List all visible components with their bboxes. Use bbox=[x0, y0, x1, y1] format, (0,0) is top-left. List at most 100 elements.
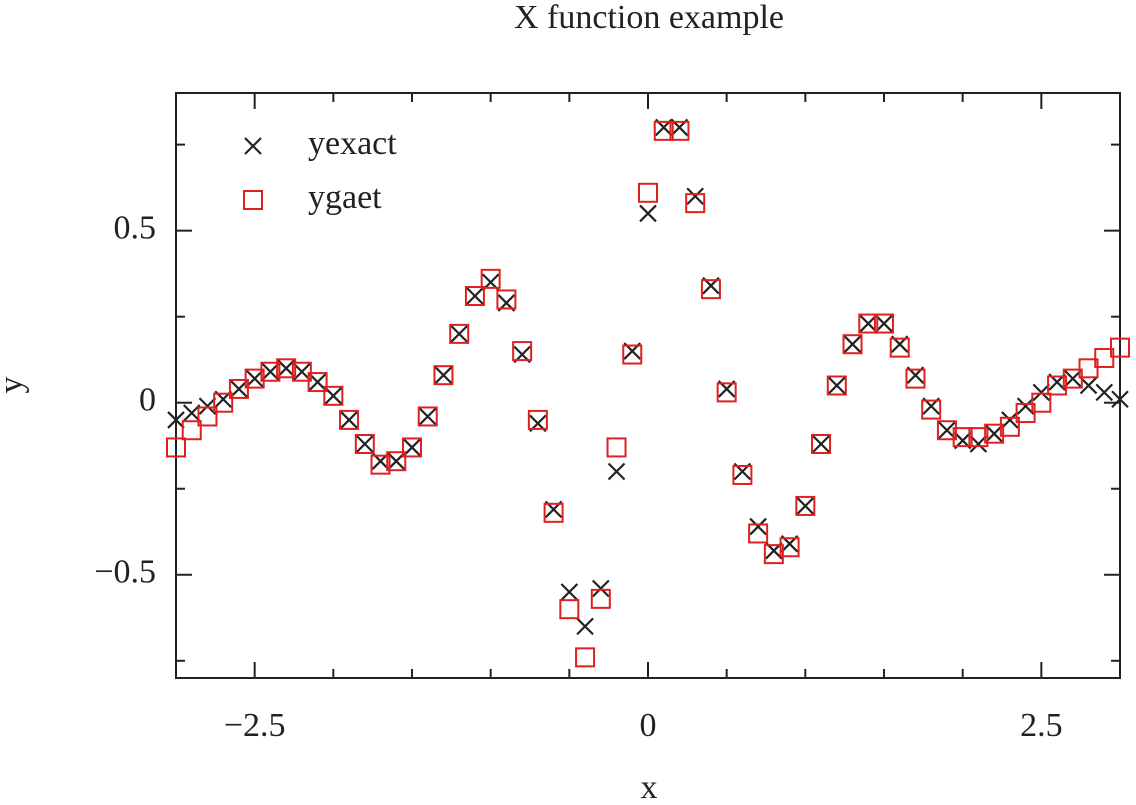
marker-x bbox=[1095, 383, 1114, 402]
marker-square bbox=[874, 313, 894, 334]
marker-square bbox=[197, 406, 218, 427]
marker-x bbox=[592, 579, 610, 598]
marker-square bbox=[1078, 358, 1099, 379]
marker-x bbox=[324, 387, 343, 405]
marker-square bbox=[386, 451, 407, 472]
marker-square bbox=[1094, 347, 1115, 368]
marker-x bbox=[1001, 411, 1019, 429]
x-tick-label: −2.5 bbox=[224, 707, 286, 744]
marker-x bbox=[340, 411, 358, 429]
marker-x bbox=[403, 438, 421, 457]
marker-square bbox=[622, 344, 643, 365]
marker-square bbox=[559, 599, 580, 620]
marker-square bbox=[984, 423, 1005, 444]
marker-x bbox=[450, 325, 468, 343]
marker-square bbox=[354, 434, 375, 454]
marker-x bbox=[245, 369, 264, 388]
marker-x bbox=[938, 421, 956, 440]
marker-square bbox=[1015, 403, 1036, 424]
marker-square bbox=[638, 182, 658, 203]
marker-square bbox=[968, 427, 989, 448]
marker-x bbox=[686, 187, 704, 206]
marker-x bbox=[167, 411, 185, 429]
marker-square bbox=[779, 537, 800, 558]
marker-square bbox=[449, 323, 470, 344]
marker-square bbox=[685, 193, 706, 214]
y-tick-label: 0 bbox=[139, 382, 156, 419]
marker-square bbox=[590, 588, 611, 609]
marker-square bbox=[402, 437, 422, 458]
marker-square bbox=[905, 368, 926, 389]
marker-square bbox=[732, 464, 753, 485]
marker-square bbox=[700, 279, 721, 300]
y-axis-label: y bbox=[0, 377, 30, 394]
marker-square bbox=[244, 368, 265, 389]
marker-x bbox=[261, 362, 280, 381]
marker-square bbox=[842, 334, 863, 355]
marker-x bbox=[466, 287, 484, 305]
marker-square bbox=[921, 399, 942, 420]
marker-square bbox=[1110, 337, 1130, 358]
marker-x bbox=[308, 373, 327, 391]
marker-square bbox=[826, 375, 847, 396]
marker-square bbox=[464, 286, 485, 307]
marker-x bbox=[198, 397, 217, 415]
y-tick-label: 0.5 bbox=[114, 209, 157, 246]
marker-x bbox=[875, 314, 893, 333]
marker-square bbox=[889, 337, 910, 358]
marker-square bbox=[606, 437, 627, 458]
marker-x bbox=[796, 497, 815, 515]
marker-x bbox=[828, 376, 846, 395]
marker-square bbox=[307, 372, 328, 393]
marker-square bbox=[166, 437, 186, 458]
marker-square bbox=[1031, 392, 1052, 413]
x-axis-label: x bbox=[641, 769, 658, 805]
marker-x bbox=[1111, 390, 1129, 409]
marker-square bbox=[527, 409, 548, 430]
marker-square bbox=[999, 416, 1020, 437]
marker-x bbox=[1032, 383, 1051, 402]
marker-square bbox=[936, 420, 957, 441]
marker-square bbox=[370, 454, 391, 475]
marker-x bbox=[639, 204, 657, 223]
marker-square bbox=[1062, 368, 1083, 389]
marker-square bbox=[228, 378, 249, 399]
marker-x bbox=[607, 462, 626, 481]
marker-x bbox=[859, 314, 878, 333]
marker-x bbox=[1064, 369, 1082, 388]
marker-x bbox=[560, 583, 579, 601]
marker-x bbox=[1079, 376, 1098, 395]
marker-x bbox=[985, 424, 1003, 443]
marker-square bbox=[496, 289, 517, 310]
legend-label: ygaet bbox=[308, 179, 382, 216]
marker-square bbox=[748, 523, 769, 544]
marker-square bbox=[952, 427, 973, 448]
marker-square bbox=[512, 341, 533, 362]
y-tick-label: −0.5 bbox=[94, 554, 156, 591]
marker-square bbox=[795, 495, 816, 516]
marker-square bbox=[276, 358, 297, 379]
marker-square bbox=[480, 268, 501, 289]
legend-marker bbox=[244, 137, 262, 155]
marker-square bbox=[260, 361, 281, 382]
marker-square bbox=[763, 544, 784, 565]
marker-square bbox=[1047, 375, 1068, 396]
marker-square bbox=[575, 647, 596, 668]
marker-square bbox=[811, 434, 832, 454]
marker-x bbox=[843, 335, 862, 353]
marker-x bbox=[230, 380, 248, 398]
legend-marker bbox=[243, 190, 263, 210]
marker-x bbox=[356, 435, 374, 453]
legend-label: yexact bbox=[308, 125, 397, 162]
marker-x bbox=[812, 435, 830, 453]
marker-x bbox=[1016, 397, 1035, 415]
x-tick-label: 2.5 bbox=[1020, 707, 1063, 744]
chart-title: X function example bbox=[514, 0, 784, 36]
marker-x bbox=[182, 404, 201, 422]
marker-x bbox=[418, 407, 437, 426]
marker-x bbox=[293, 362, 311, 381]
marker-x bbox=[277, 359, 295, 378]
marker-square bbox=[858, 313, 879, 334]
marker-square bbox=[339, 409, 360, 430]
